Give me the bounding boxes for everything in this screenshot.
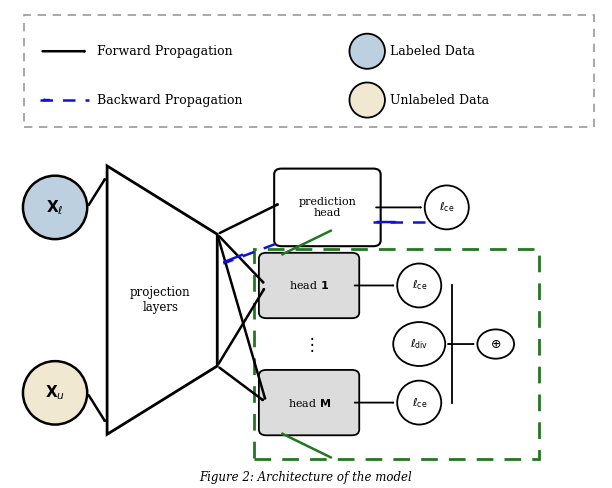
FancyBboxPatch shape	[259, 253, 359, 318]
Text: $\ell_{\rm ce}$: $\ell_{\rm ce}$	[411, 396, 427, 409]
Ellipse shape	[397, 381, 441, 425]
Text: projection
layers: projection layers	[130, 286, 191, 314]
Text: Forward Propagation: Forward Propagation	[97, 45, 233, 58]
Ellipse shape	[23, 176, 87, 239]
Ellipse shape	[394, 322, 446, 366]
FancyBboxPatch shape	[259, 370, 359, 435]
FancyBboxPatch shape	[274, 169, 381, 246]
Ellipse shape	[23, 361, 87, 425]
Text: Unlabeled Data: Unlabeled Data	[390, 94, 490, 106]
Text: $\vdots$: $\vdots$	[304, 335, 315, 353]
Text: $\mathbf{X}_u$: $\mathbf{X}_u$	[45, 384, 65, 402]
Text: Labeled Data: Labeled Data	[390, 45, 476, 58]
Text: head $\mathbf{1}$: head $\mathbf{1}$	[289, 280, 329, 291]
FancyBboxPatch shape	[254, 249, 539, 459]
Text: $\ell_{\rm div}$: $\ell_{\rm div}$	[410, 337, 428, 351]
Text: $\mathbf{X}_\ell$: $\mathbf{X}_\ell$	[47, 198, 64, 217]
Text: prediction
head: prediction head	[299, 197, 356, 218]
Ellipse shape	[349, 82, 385, 118]
Circle shape	[477, 329, 514, 359]
Text: $\ell_{\rm ce}$: $\ell_{\rm ce}$	[439, 201, 455, 214]
Text: $\oplus$: $\oplus$	[490, 338, 501, 350]
Ellipse shape	[397, 264, 441, 307]
Text: Backward Propagation: Backward Propagation	[97, 94, 242, 106]
Text: Figure 2: Architecture of the model: Figure 2: Architecture of the model	[200, 471, 412, 484]
Text: head $\mathbf{M}$: head $\mathbf{M}$	[288, 397, 330, 408]
Ellipse shape	[349, 34, 385, 69]
Text: $\ell_{\rm ce}$: $\ell_{\rm ce}$	[411, 279, 427, 292]
Ellipse shape	[425, 185, 469, 229]
FancyBboxPatch shape	[24, 15, 594, 127]
